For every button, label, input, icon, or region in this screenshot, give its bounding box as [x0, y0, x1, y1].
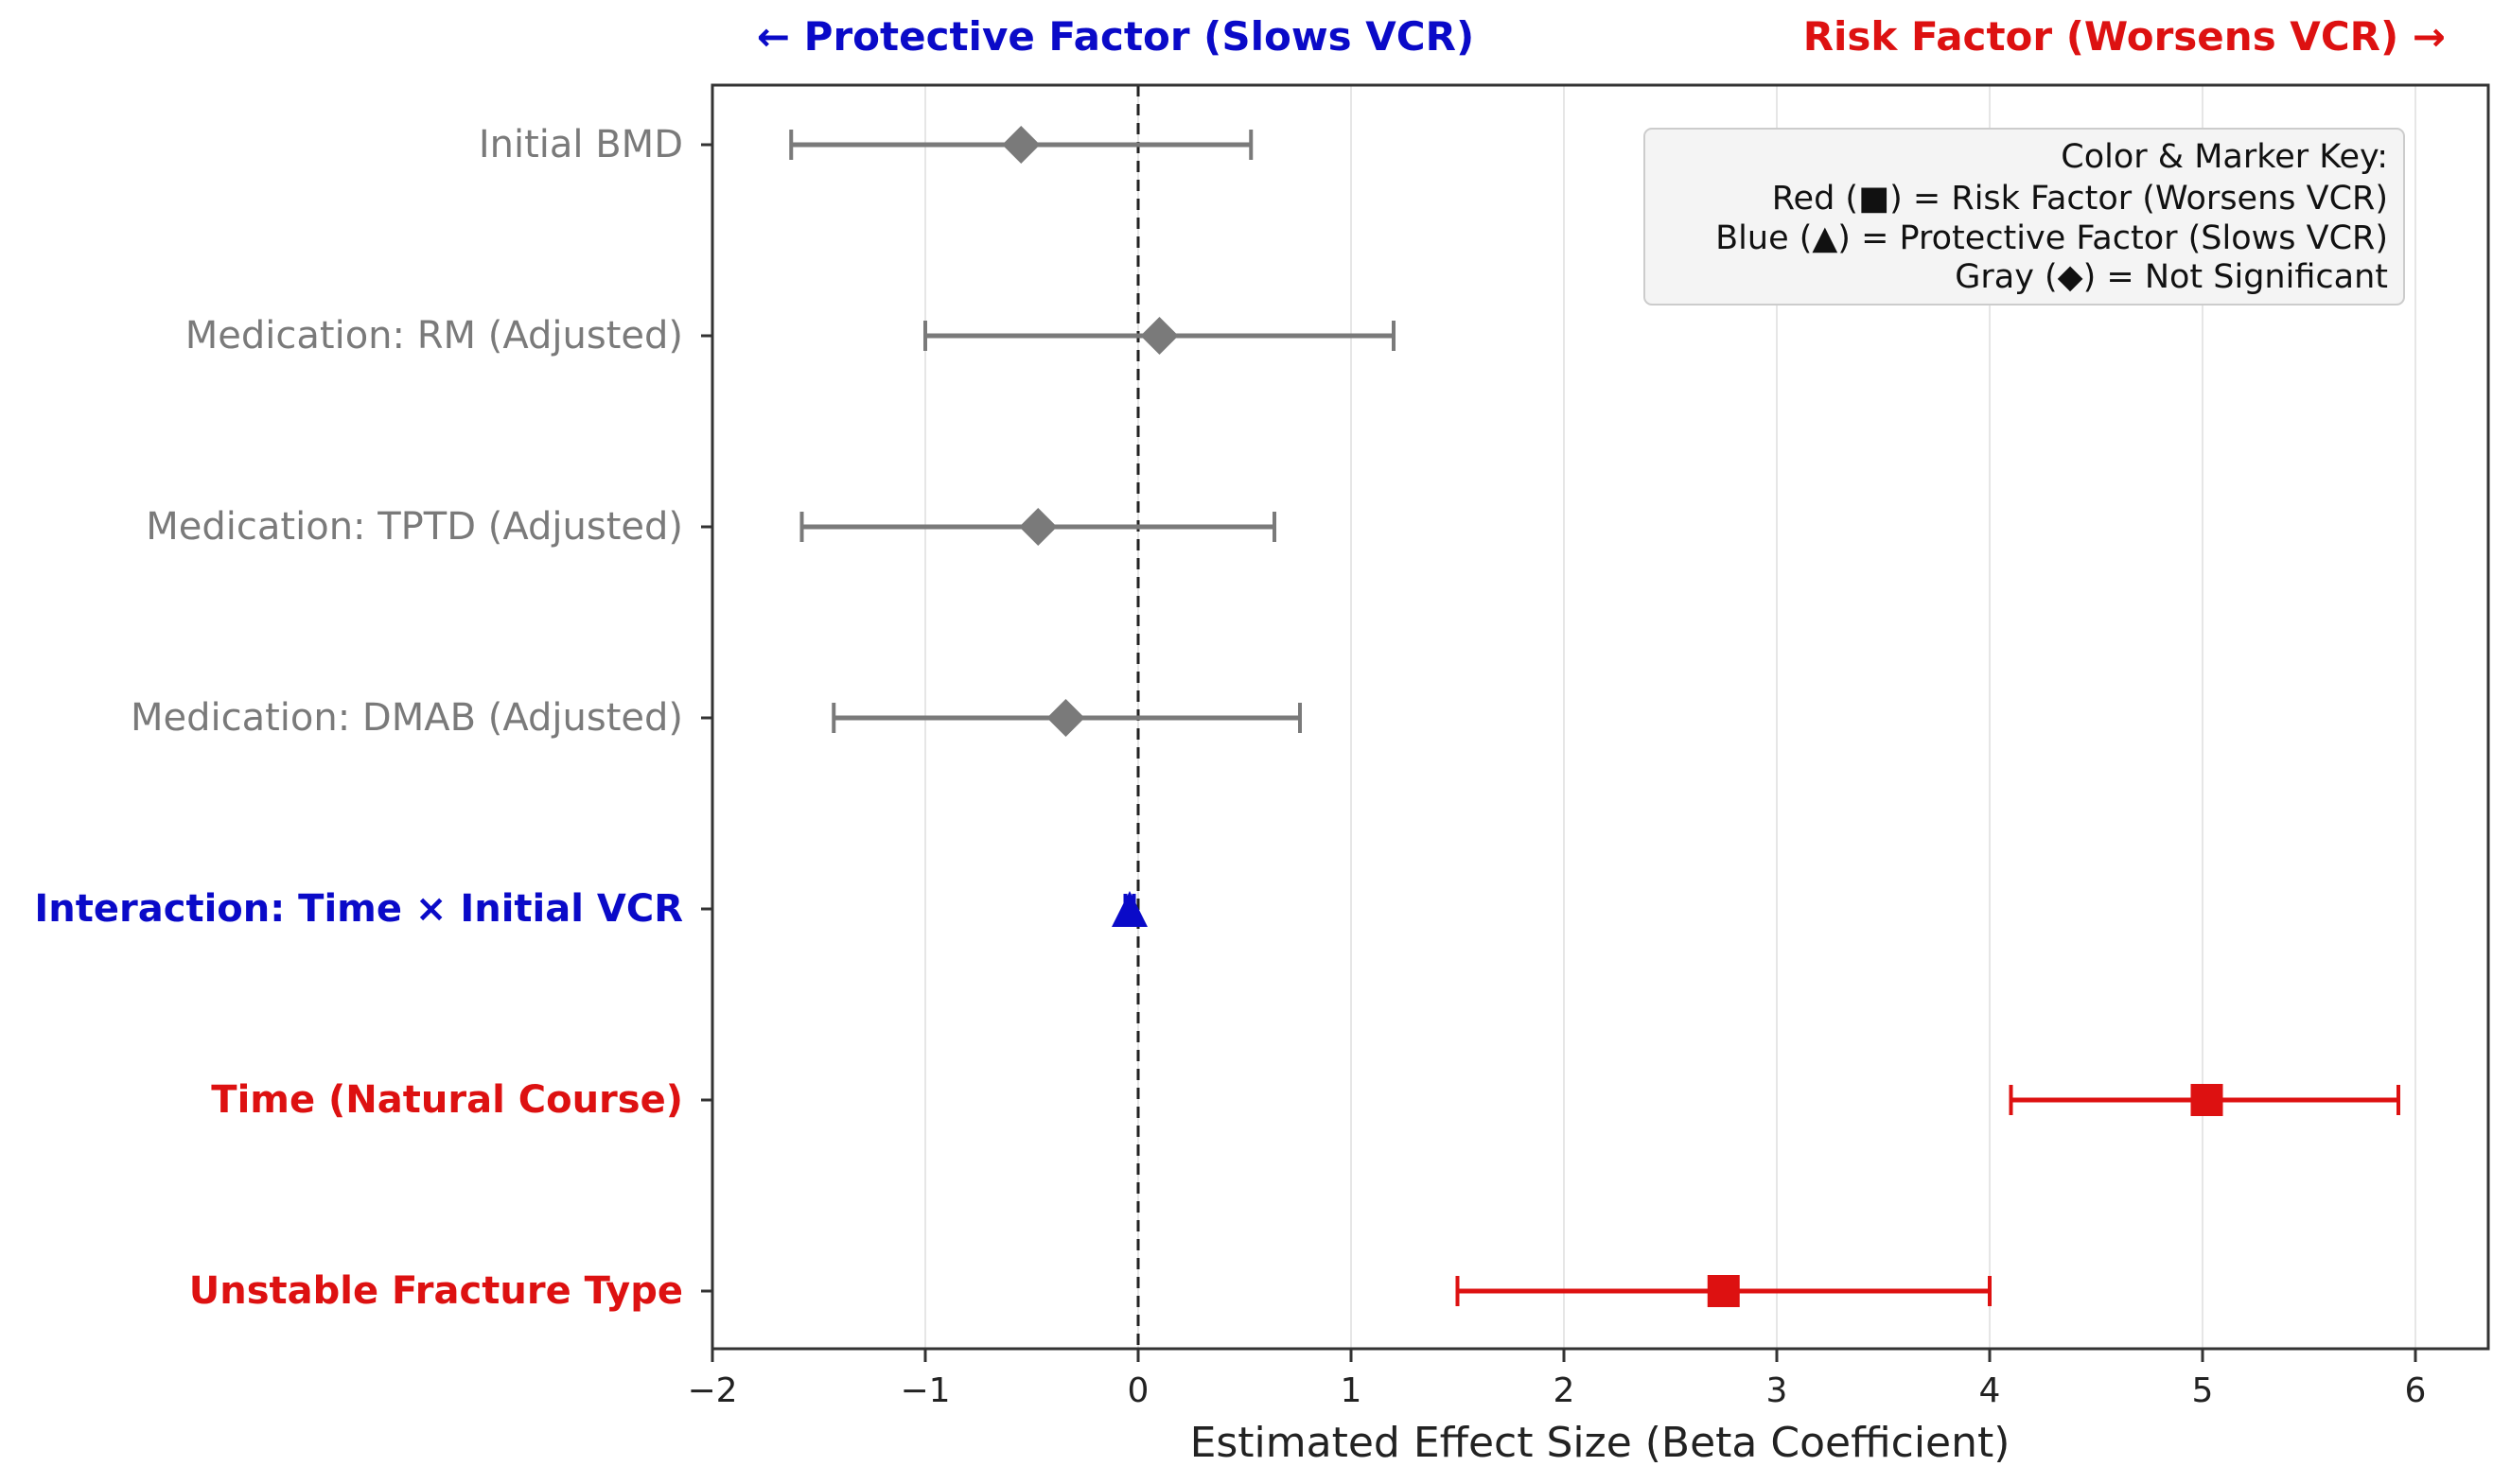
confidence-intervals: [789, 130, 2400, 1306]
legend-entry-not-significant: Gray (◆) = Not Significant: [1955, 258, 2388, 296]
marker-triangle-interaction-time-initial-vcr: [1112, 891, 1148, 927]
title-protective: ← Protective Factor (Slows VCR): [757, 13, 1474, 60]
x-tick-label-0: −2: [687, 1371, 737, 1410]
marker-square-time-natural-course: [2190, 1084, 2223, 1116]
x-tick-label-4: 2: [1554, 1371, 1575, 1410]
marker-diamond-medication-dmab-adjusted: [1046, 699, 1085, 737]
x-tick-label-1: −1: [900, 1371, 950, 1410]
point-estimates: [1002, 126, 2223, 1307]
x-tick-label-3: 1: [1341, 1371, 1362, 1410]
marker-diamond-initial-bmd: [1002, 126, 1041, 164]
row-label-medication-tptd-adjusted: Medication: TPTD (Adjusted): [146, 505, 683, 549]
x-axis-ticks: −2 −1 0 1 2 3 4 5 6: [687, 1349, 2426, 1410]
legend-box: [1643, 128, 2405, 306]
row-label-unstable-fracture-type: Unstable Fracture Type: [189, 1269, 683, 1313]
row-labels: Initial BMD Medication: RM (Adjusted) Medi…: [34, 123, 712, 1313]
marker-square-unstable-fracture-type: [1707, 1275, 1740, 1307]
legend-entry-risk: Red (■) = Risk Factor (Worsens VCR): [1772, 180, 2388, 218]
title-risk: Risk Factor (Worsens VCR) →: [1803, 13, 2446, 60]
marker-diamond-medication-tptd-adjusted: [1019, 508, 1058, 546]
legend-title: Color & Marker Key:: [2061, 138, 2388, 176]
legend: Color & Marker Key: Red (■) = Risk Facto…: [1643, 128, 2405, 306]
x-tick-label-7: 5: [2192, 1371, 2214, 1410]
row-label-medication-dmab-adjusted: Medication: DMAB (Adjusted): [131, 696, 683, 740]
legend-entry-protective: Blue (▲) = Protective Factor (Slows VCR): [1715, 219, 2388, 257]
plot-area-frame: [711, 83, 2490, 1351]
x-tick-label-8: 6: [2405, 1371, 2427, 1410]
row-label-medication-rm-adjusted: Medication: RM (Adjusted): [185, 314, 683, 358]
row-label-interaction-time-initial-vcr: Interaction: Time × Initial VCR: [34, 887, 683, 931]
x-axis-label: Estimated Effect Size (Beta Coefficient): [1190, 1419, 2010, 1467]
row-label-time-natural-course: Time (Natural Course): [211, 1078, 683, 1122]
x-tick-label-2: 0: [1128, 1371, 1150, 1410]
marker-diamond-medication-rm-adjusted: [1140, 317, 1179, 355]
row-label-initial-bmd: Initial BMD: [479, 123, 683, 166]
x-tick-label-5: 3: [1766, 1371, 1788, 1410]
x-tick-label-6: 4: [1979, 1371, 2001, 1410]
